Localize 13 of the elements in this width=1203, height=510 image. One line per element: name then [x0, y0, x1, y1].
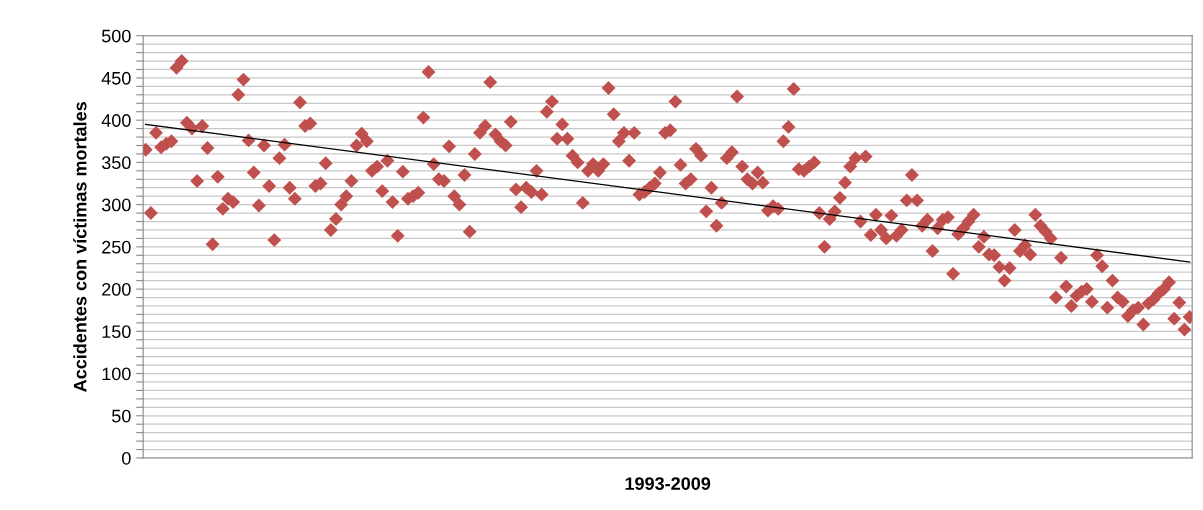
- y-axis-title: Accidentes con víctimas mortales: [73, 102, 87, 392]
- x-axis-title: 1993-2009: [625, 477, 711, 491]
- y-tick-label: 250: [102, 240, 131, 254]
- y-tick-label: 350: [101, 156, 131, 170]
- y-tick-label: 150: [102, 325, 131, 339]
- y-tick-label: 500: [101, 29, 131, 43]
- y-tick-label: 300: [101, 198, 131, 212]
- y-tick-label: 100: [102, 367, 131, 381]
- y-tick-label: 50: [111, 409, 131, 423]
- y-tick-label: 400: [101, 114, 131, 127]
- y-tick-label: 200: [102, 283, 131, 296]
- y-tick-label: 0: [122, 451, 131, 465]
- y-tick-label: 450: [101, 71, 131, 85]
